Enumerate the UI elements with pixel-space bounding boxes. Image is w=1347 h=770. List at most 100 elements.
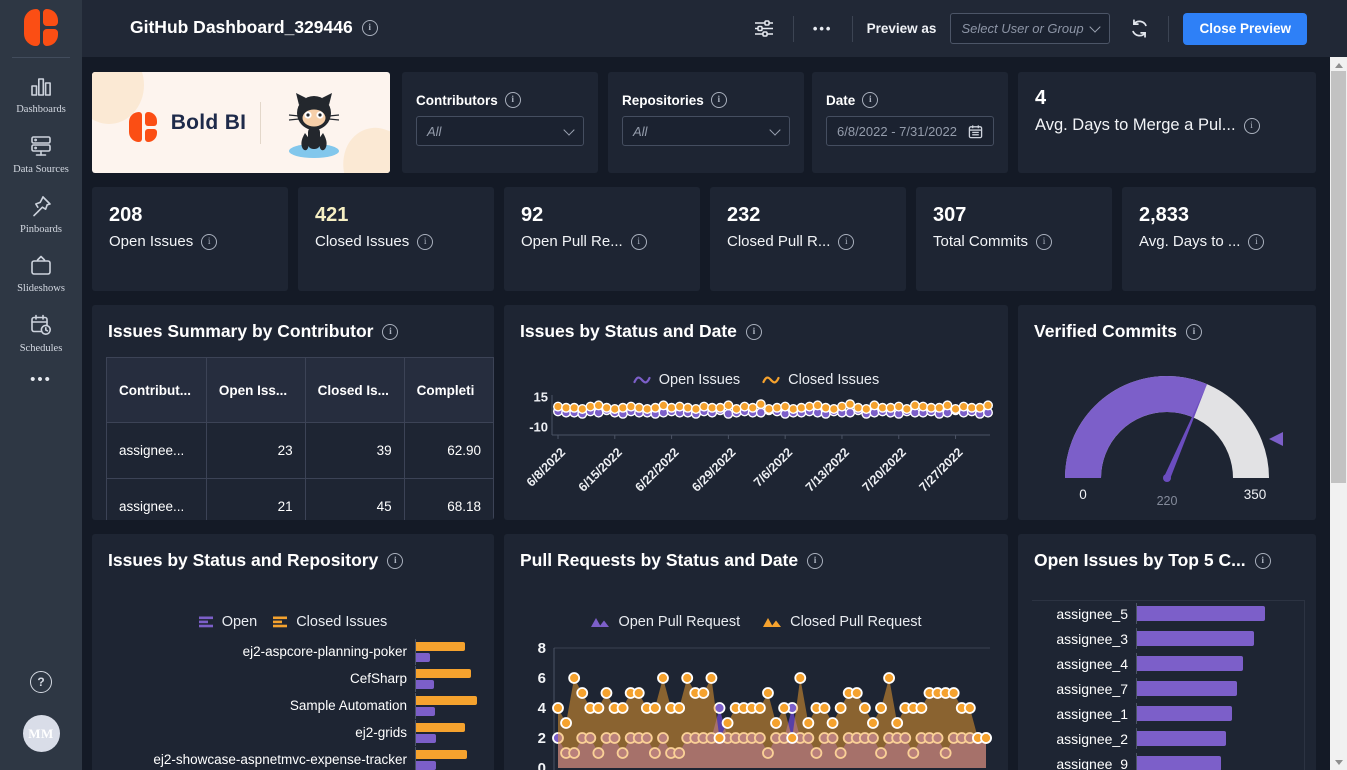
more-menu-button[interactable]: ••• [808, 14, 838, 44]
bar[interactable] [1137, 631, 1254, 646]
filter-sliders-icon[interactable] [749, 14, 779, 44]
bar-row: assignee_3 [1032, 626, 1304, 651]
info-icon[interactable] [1255, 553, 1271, 569]
info-icon[interactable] [1186, 324, 1202, 340]
app-root: GitHub Dashboard_329446 ••• Preview as S… [0, 0, 1347, 770]
bar[interactable] [416, 642, 465, 651]
bar-row: assignee_9 [1032, 751, 1304, 770]
chevron-down-icon [769, 124, 780, 135]
bar[interactable] [416, 750, 467, 759]
close-preview-button[interactable]: Close Preview [1183, 13, 1307, 45]
sidebar-item-pinboards[interactable]: Pinboards [0, 184, 82, 244]
bar[interactable] [1137, 606, 1265, 621]
category-label: CefSharp [106, 671, 415, 686]
preview-as-label: Preview as [867, 21, 937, 36]
date-range-value: 6/8/2022 - 7/31/2022 [837, 124, 957, 139]
info-icon[interactable] [1248, 234, 1264, 250]
info-icon[interactable] [1244, 118, 1260, 134]
sidebar-item-schedules[interactable]: Schedules [0, 303, 82, 363]
bar[interactable] [416, 669, 471, 678]
svg-text:2: 2 [538, 730, 546, 747]
user-group-placeholder: Select User or Group [961, 21, 1083, 36]
col-completion[interactable]: Completi [404, 358, 493, 423]
legend-open-pr[interactable]: Open Pull Request [590, 614, 740, 630]
legend-closed-issues[interactable]: Closed Issues [273, 614, 387, 630]
title-info-icon[interactable] [362, 20, 378, 36]
svg-text:7/13/2022: 7/13/2022 [803, 445, 852, 494]
kpi-closed-pull-requests: 232 Closed Pull R... [710, 187, 906, 291]
info-icon[interactable] [631, 234, 647, 250]
dashboard-title: GitHub Dashboard_329446 [130, 17, 353, 38]
category-label: assignee_2 [1032, 731, 1136, 747]
contributors-select[interactable]: All [416, 116, 584, 146]
hbar-icon [199, 616, 214, 628]
info-icon[interactable] [862, 92, 878, 108]
legend-closed-issues[interactable]: Closed Issues [762, 372, 879, 388]
bar[interactable] [1137, 731, 1226, 746]
bar[interactable] [416, 696, 477, 705]
sidebar-item-slideshows[interactable]: Slideshows [0, 244, 82, 303]
bar-row: assignee_5 [1032, 601, 1304, 626]
scrollbar-thumb[interactable] [1331, 71, 1346, 483]
refresh-icon[interactable] [1124, 14, 1154, 44]
repositories-select[interactable]: All [622, 116, 790, 146]
category-label: assignee_5 [1032, 606, 1136, 622]
panel-open-issues-top: Open Issues by Top 5 C... assignee_5assi… [1018, 534, 1316, 770]
info-icon[interactable] [382, 324, 398, 340]
avatar[interactable]: MM [23, 715, 60, 752]
info-icon[interactable] [387, 553, 403, 569]
sidebar-item-data-sources[interactable]: Data Sources [0, 124, 82, 184]
bar[interactable] [1137, 681, 1237, 696]
kpi-closed-issues: 421 Closed Issues [298, 187, 494, 291]
bar-row: assignee_2 [1032, 726, 1304, 751]
category-label: assignee_4 [1032, 656, 1136, 672]
bar[interactable] [1137, 656, 1243, 671]
filter-label: Date [826, 93, 855, 108]
legend-closed-pr[interactable]: Closed Pull Request [762, 614, 921, 630]
bar[interactable] [1137, 706, 1232, 721]
filter-label: Repositories [622, 93, 704, 108]
boldbi-logo[interactable] [24, 9, 58, 46]
panel-issues-by-repo: Issues by Status and Repository Open Clo… [92, 534, 494, 770]
col-contributor[interactable]: Contribut... [107, 358, 207, 423]
info-icon[interactable] [711, 92, 727, 108]
kpi-value: 421 [315, 204, 348, 227]
bar[interactable] [416, 680, 434, 689]
sidebar-item-dashboards[interactable]: Dashboards [0, 66, 82, 124]
bar[interactable] [416, 723, 465, 732]
legend-open[interactable]: Open [199, 614, 257, 630]
category-label: assignee_1 [1032, 706, 1136, 722]
kpi-label: Closed Issues [315, 233, 409, 250]
sidebar: Dashboards Data Sources Pinboards Slides… [0, 0, 82, 770]
panel-verified-commits: Verified Commits 0220350 [1018, 305, 1316, 520]
svg-text:-10: -10 [529, 420, 548, 435]
info-icon[interactable] [417, 234, 433, 250]
help-icon[interactable]: ? [30, 671, 52, 693]
legend-open-issues[interactable]: Open Issues [633, 372, 740, 388]
col-open-issues[interactable]: Open Iss... [206, 358, 305, 423]
bar[interactable] [416, 734, 436, 743]
chevron-down-icon [1090, 21, 1101, 32]
tv-icon [29, 254, 53, 277]
bar-row: Sample Automation [106, 692, 480, 719]
calendar-icon [968, 124, 983, 139]
bar[interactable] [416, 653, 430, 662]
info-icon[interactable] [838, 234, 854, 250]
info-icon[interactable] [1036, 234, 1052, 250]
info-icon[interactable] [807, 553, 823, 569]
date-range-input[interactable]: 6/8/2022 - 7/31/2022 [826, 116, 994, 146]
info-icon[interactable] [505, 92, 521, 108]
info-icon[interactable] [746, 324, 762, 340]
bar-chart-icon [29, 76, 53, 98]
bar[interactable] [416, 707, 435, 716]
svg-text:6/15/2022: 6/15/2022 [576, 445, 625, 494]
user-group-select[interactable]: Select User or Group [950, 13, 1110, 44]
kpi-value: 232 [727, 204, 760, 227]
bar[interactable] [416, 761, 436, 770]
info-icon[interactable] [201, 234, 217, 250]
svg-text:7/6/2022: 7/6/2022 [751, 445, 795, 489]
scroll-down-arrow[interactable] [1330, 754, 1347, 770]
bar[interactable] [1137, 756, 1221, 770]
sidebar-more-button[interactable]: ••• [30, 363, 52, 396]
col-closed-issues[interactable]: Closed Is... [305, 358, 404, 423]
